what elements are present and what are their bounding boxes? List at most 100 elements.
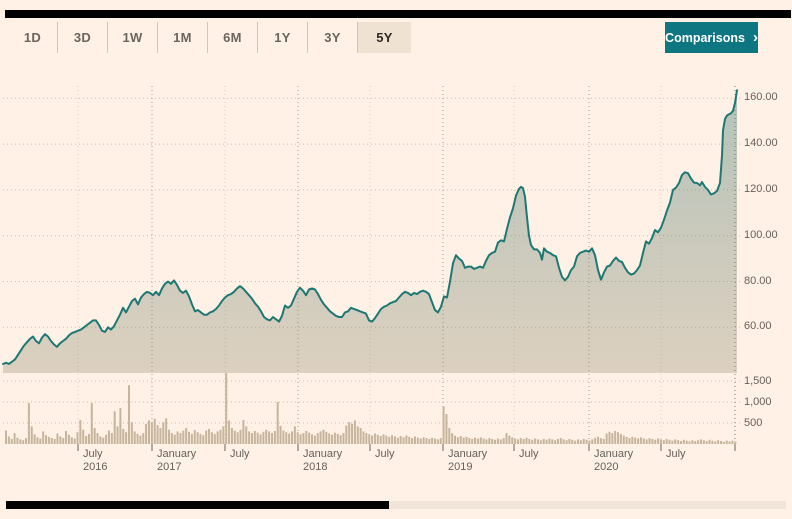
volume-bar <box>122 428 125 444</box>
volume-bar <box>674 439 677 444</box>
range-button-1d[interactable]: 1D <box>23 30 42 45</box>
volume-bar <box>208 428 211 444</box>
volume-bar <box>316 433 319 444</box>
volume-bar <box>313 435 316 444</box>
volume-bar <box>376 434 379 444</box>
volume-bar <box>336 433 339 444</box>
volume-bar <box>485 439 488 444</box>
range-button-1m[interactable]: 1M <box>157 22 207 53</box>
x-axis-label: January 2017 <box>157 448 197 473</box>
x-axis-label: July <box>666 448 686 460</box>
volume-bar <box>605 433 608 444</box>
volume-bar <box>562 439 565 444</box>
volume-bar <box>319 431 322 444</box>
volume-bar <box>39 438 42 444</box>
y-axis-label: 80.00 <box>744 275 772 287</box>
volume-bar <box>233 430 236 444</box>
volume-bar <box>594 438 597 444</box>
volume-bar <box>119 408 122 444</box>
volume-bar <box>73 438 76 444</box>
volume-bar <box>448 428 451 444</box>
timeline-scrollbar-handle[interactable] <box>6 501 389 509</box>
volume-bar <box>482 438 485 444</box>
time-range-toolbar: 1D 3D 1W 1M 6M 1Y 3Y 5Y <box>8 22 411 53</box>
volume-bar <box>628 438 631 444</box>
volume-bar <box>62 438 65 444</box>
volume-bar <box>107 430 110 444</box>
range-button-3y[interactable]: 3Y <box>307 22 357 53</box>
volume-bar <box>242 420 245 444</box>
volume-bar <box>442 406 445 444</box>
volume-bar <box>268 431 271 444</box>
volume-bar <box>413 436 416 444</box>
volume-bar <box>356 426 359 444</box>
volume-bar <box>388 436 391 444</box>
volume-bar <box>202 435 205 444</box>
top-divider-bar <box>5 10 791 18</box>
volume-bar <box>642 438 645 444</box>
volume-bar <box>170 433 173 444</box>
volume-bar <box>511 437 514 444</box>
volume-bar <box>505 433 508 444</box>
volume-bar <box>554 440 557 444</box>
volume-bar <box>273 430 276 444</box>
range-button-6m[interactable]: 6M <box>207 22 257 53</box>
volume-bar <box>514 438 517 444</box>
volume-bar <box>236 432 239 444</box>
volume-bar <box>722 441 725 444</box>
volume-bar <box>193 430 196 444</box>
volume-bar <box>99 436 102 444</box>
volume-bar <box>331 434 334 444</box>
volume-bar <box>725 440 728 444</box>
volume-bar <box>734 441 737 444</box>
volume-bar <box>548 438 551 444</box>
volume-bar <box>422 437 425 444</box>
volume-bar <box>451 433 454 444</box>
volume-bar <box>665 438 668 444</box>
timeline-scrollbar[interactable] <box>6 501 786 509</box>
volume-bar <box>176 431 179 444</box>
volume-bar <box>239 429 242 444</box>
volume-bar <box>611 433 614 444</box>
range-button-1w[interactable]: 1W <box>107 22 157 53</box>
volume-bar <box>419 438 422 444</box>
volume-bar <box>333 432 336 444</box>
volume-bar <box>662 440 665 444</box>
volume-bar <box>153 418 156 444</box>
volume-bar <box>222 426 225 444</box>
volume-bar <box>156 425 159 444</box>
volume-bar <box>142 433 145 444</box>
volume-bar <box>659 439 662 444</box>
volume-bar <box>682 439 685 444</box>
volume-bar <box>362 431 365 444</box>
volume-bar <box>19 439 22 444</box>
volume-bar <box>345 425 348 444</box>
volume-bar <box>402 437 405 444</box>
range-button-1y[interactable]: 1Y <box>257 22 307 53</box>
volume-bar <box>25 438 28 444</box>
volume-bar <box>42 431 45 444</box>
volume-bar <box>539 440 542 444</box>
volume-bar <box>82 429 85 444</box>
volume-bar <box>508 435 511 444</box>
volume-bar <box>53 438 56 444</box>
volume-bar <box>87 433 90 444</box>
chevron-right-icon: › <box>752 28 758 46</box>
volume-bar <box>125 432 128 444</box>
volume-bar <box>439 438 442 444</box>
volume-bar <box>694 441 697 444</box>
volume-bar <box>36 437 39 444</box>
volume-bar <box>190 433 193 444</box>
volume-bar <box>185 428 188 444</box>
range-button-5y[interactable]: 5Y <box>357 22 411 53</box>
comparisons-button[interactable]: Comparisons › <box>665 22 758 53</box>
range-button-3d[interactable]: 3D <box>57 22 107 53</box>
volume-bar <box>391 435 394 444</box>
volume-bar <box>248 431 251 444</box>
volume-bar <box>597 436 600 444</box>
volume-bar <box>536 439 539 444</box>
volume-bar <box>182 430 185 444</box>
x-axis-label: July <box>519 448 539 460</box>
volume-bar <box>259 434 262 444</box>
